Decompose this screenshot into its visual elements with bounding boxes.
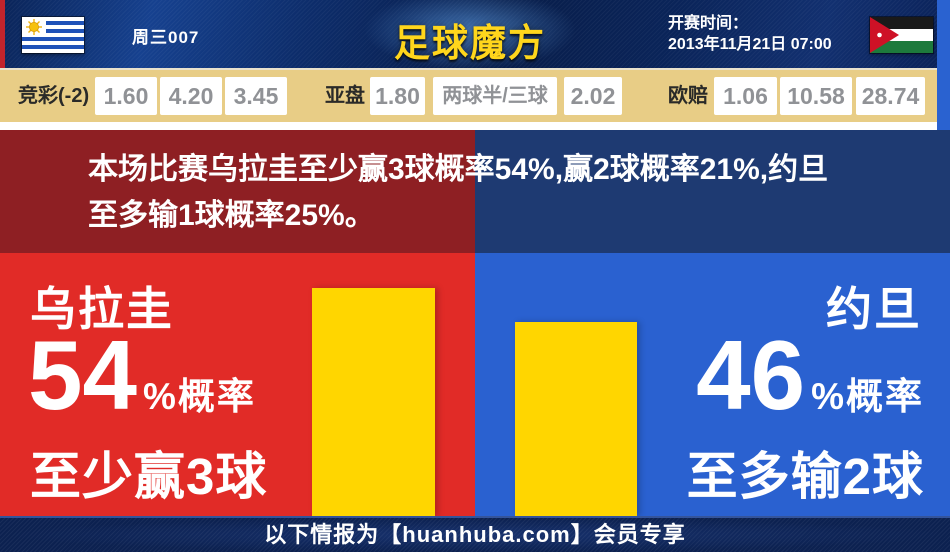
logo-text: 足球魔方 bbox=[393, 21, 546, 65]
prediction-panels: 乌拉圭 54 %概率 至少赢3球 约旦 46 %概率 至多输2球 bbox=[0, 253, 950, 516]
footer-text: 以下情报为【huanhuba.com】会员专享 bbox=[264, 522, 686, 547]
euro-odds-label: 欧赔 bbox=[668, 85, 708, 107]
uruguay-flag-icon bbox=[22, 17, 84, 53]
home-probability-bar bbox=[312, 288, 435, 516]
kickoff-datetime: 2013年11月21日 07:00 bbox=[668, 36, 832, 53]
asian-handicap-home: 1.80 bbox=[370, 77, 425, 115]
away-percent-suffix: %概率 bbox=[811, 376, 924, 417]
euro-odds-away: 28.74 bbox=[856, 77, 925, 115]
home-percent-suffix: %概率 bbox=[143, 376, 256, 417]
separator-gap bbox=[0, 122, 950, 130]
away-outcome-text: 至多输2球 bbox=[686, 448, 924, 505]
jingcai-odds-draw: 4.20 bbox=[160, 77, 222, 115]
summary-red-background bbox=[0, 130, 475, 253]
summary-text: 本场比赛乌拉圭至少赢3球概率54%,赢2球概率21%,约旦 至多输1球概率25%… bbox=[88, 147, 828, 239]
away-team-name: 约旦 bbox=[826, 283, 922, 335]
right-edge-blue-strip bbox=[937, 0, 950, 130]
euro-odds-home: 1.06 bbox=[714, 77, 777, 115]
away-percent-value: 46 bbox=[696, 320, 806, 430]
footer-bar: 以下情报为【huanhuba.com】会员专享 bbox=[0, 516, 950, 552]
header-bar: 周三007 足球魔方 开赛时间： 2013年11月21日 07:00 bbox=[0, 0, 950, 130]
asian-handicap-away: 2.02 bbox=[564, 77, 622, 115]
asian-handicap-label: 亚盘 bbox=[325, 85, 365, 107]
away-percent-row: 46 %概率 bbox=[696, 325, 924, 425]
summary-line-1: 本场比赛乌拉圭至少赢3球概率54%,赢2球概率21%,约旦 bbox=[88, 153, 829, 186]
home-percent-row: 54 %概率 bbox=[28, 325, 256, 425]
home-team-name: 乌拉圭 bbox=[30, 283, 174, 335]
jingcai-odds-away: 3.45 bbox=[225, 77, 287, 115]
logo-glow bbox=[355, 0, 585, 74]
euro-odds-draw: 10.58 bbox=[780, 77, 852, 115]
summary-blue-background bbox=[475, 130, 950, 253]
site-logo: 足球魔方 bbox=[355, 0, 585, 74]
asian-handicap-line: 两球半/三球 bbox=[433, 77, 557, 115]
home-percent-value: 54 bbox=[28, 320, 138, 430]
summary-line-2: 至多输1球概率25%。 bbox=[88, 199, 375, 232]
odds-bar: 竞彩(-2) 1.60 4.20 3.45 亚盘 1.80 两球半/三球 2.0… bbox=[0, 70, 950, 122]
left-edge-red-strip bbox=[0, 0, 5, 68]
away-probability-bar bbox=[515, 322, 637, 516]
kickoff-label: 开赛时间： bbox=[668, 15, 749, 32]
jingcai-odds-home: 1.60 bbox=[95, 77, 157, 115]
match-code: 周三007 bbox=[132, 28, 200, 47]
kickoff-time-block: 开赛时间： 2013年11月21日 07:00 bbox=[668, 13, 832, 55]
jingcai-odds-label: 竞彩(-2) bbox=[18, 85, 90, 107]
jordan-flag-icon bbox=[870, 17, 933, 53]
prediction-summary: 本场比赛乌拉圭至少赢3球概率54%,赢2球概率21%,约旦 至多输1球概率25%… bbox=[0, 130, 950, 253]
home-outcome-text: 至少赢3球 bbox=[30, 448, 268, 505]
